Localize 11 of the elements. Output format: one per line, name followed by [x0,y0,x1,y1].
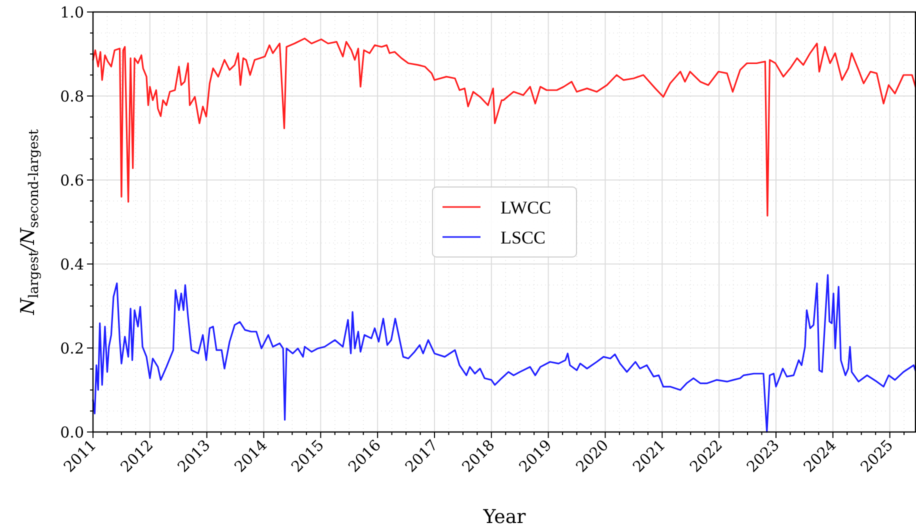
line-series [92,274,916,433]
y-tick-label: 0.4 [60,255,84,274]
x-axis-title: Year [482,506,527,528]
y-tick-label: 0.8 [60,87,84,106]
line-series [92,38,916,216]
y-tick-label: 0.6 [60,171,84,190]
y-tick-label: 1.0 [60,3,84,22]
y-tick-label: 0.0 [60,423,84,442]
legend-label: LWCC [500,197,552,218]
legend-label: LSCC [500,227,546,248]
y-tick-label: 0.2 [60,339,84,358]
